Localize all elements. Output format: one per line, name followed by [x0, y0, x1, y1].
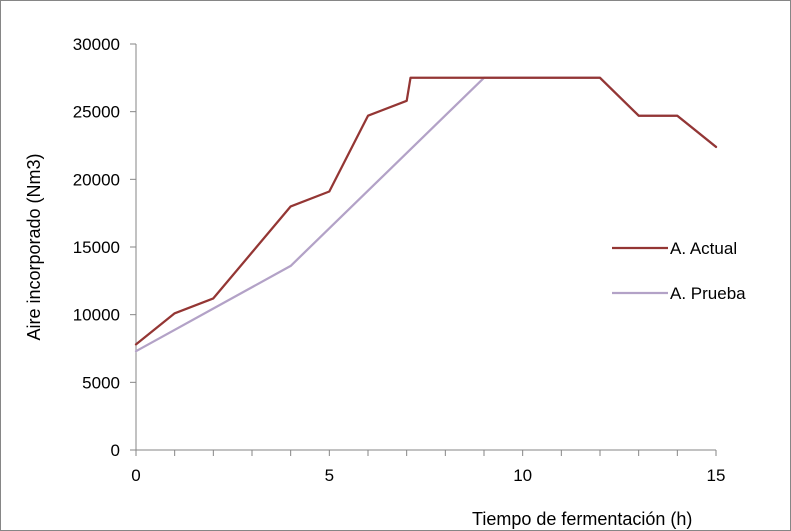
- legend-label-actual: A. Actual: [670, 239, 737, 258]
- x-axis-title: Tiempo de fermentación (h): [472, 509, 692, 529]
- x-tick-label: 0: [131, 466, 140, 485]
- y-tick-label: 20000: [73, 170, 120, 189]
- y-tick-label: 10000: [73, 306, 120, 325]
- x-tick-label: 5: [325, 466, 334, 485]
- y-tick-label: 30000: [73, 35, 120, 54]
- axis-ticks: [130, 43, 717, 456]
- y-tick-label: 5000: [82, 373, 120, 392]
- legend: A. Actual A. Prueba: [612, 239, 746, 303]
- series-line-prueba: [134, 76, 718, 353]
- series-line-actual: [134, 76, 718, 346]
- y-tick-label: 0: [111, 441, 120, 460]
- y-tick-label: 25000: [73, 103, 120, 122]
- tick-labels: 0 5000 10000 15000 20000 25000 30000 0 5 10 15: [73, 35, 726, 485]
- legend-label-prueba: A. Prueba: [670, 284, 746, 303]
- series-lines: [134, 76, 718, 353]
- y-axis-title: Aire incorporado (Nm3): [24, 153, 44, 340]
- y-tick-label: 15000: [73, 238, 120, 257]
- x-tick-label: 15: [707, 466, 726, 485]
- x-tick-label: 10: [513, 466, 532, 485]
